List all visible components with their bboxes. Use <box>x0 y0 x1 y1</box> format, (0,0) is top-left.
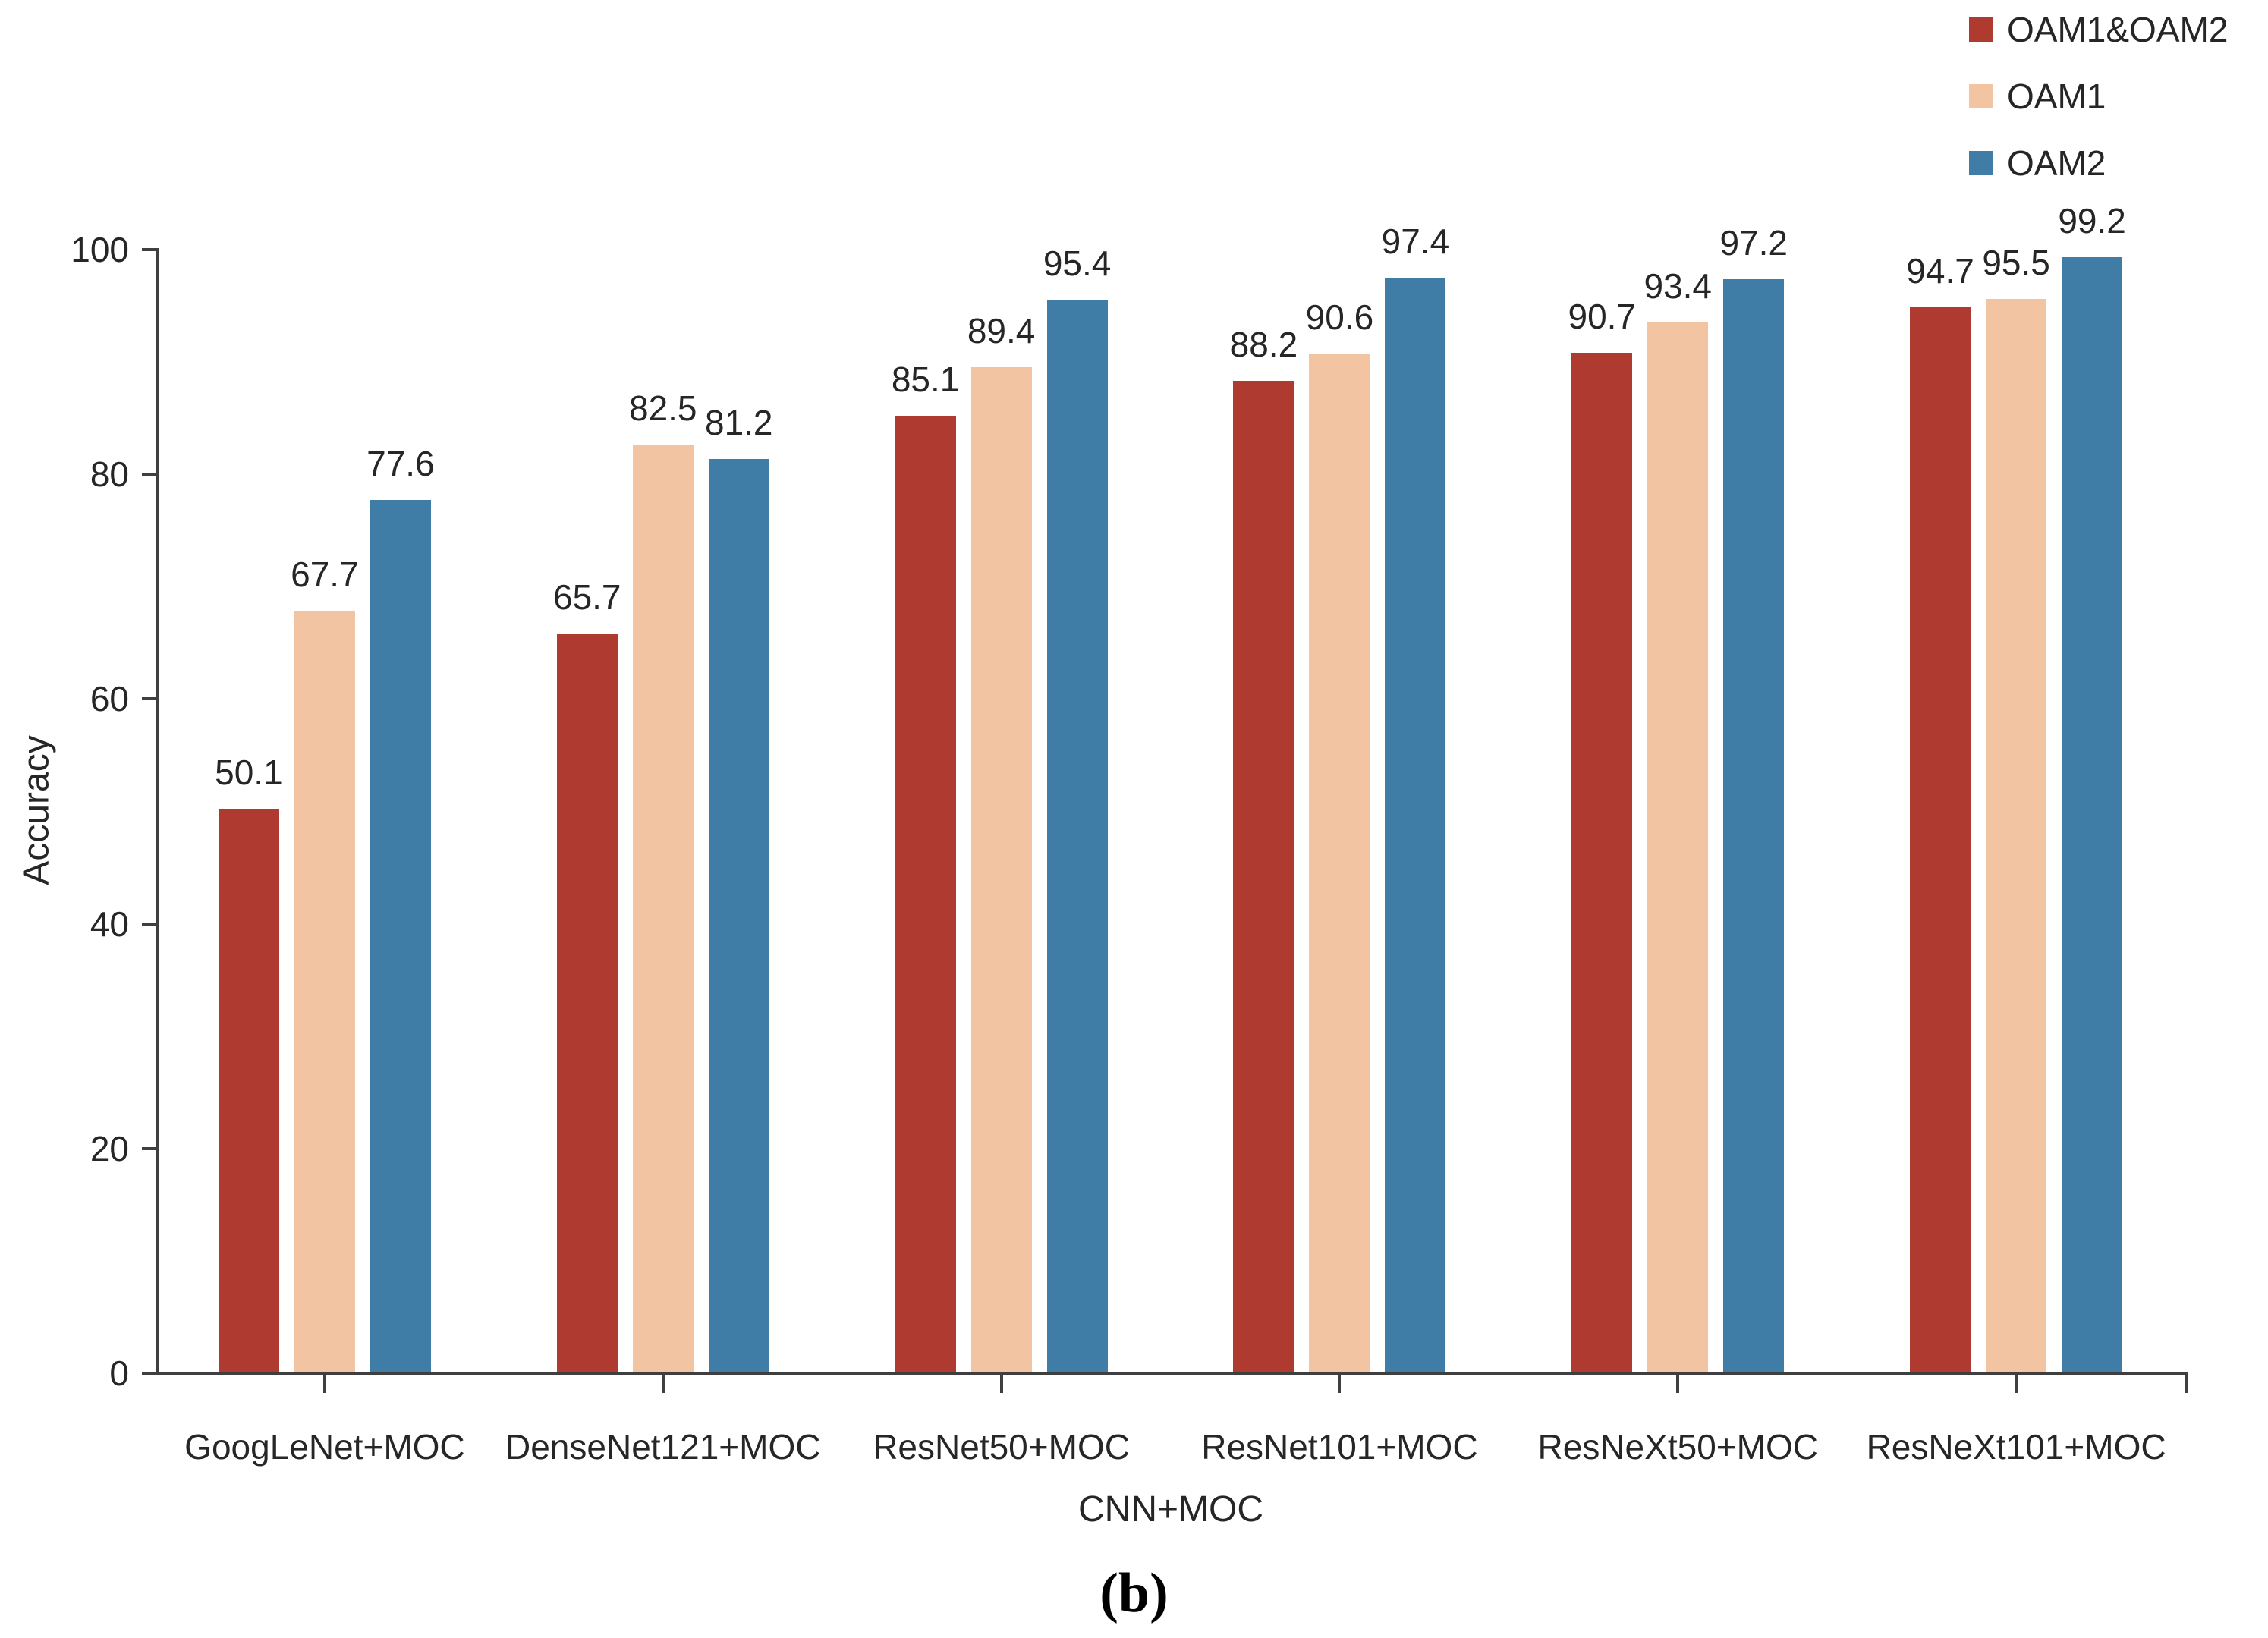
legend-item: OAM1&OAM2 <box>1969 11 2228 49</box>
y-tick-label: 20 <box>90 1128 129 1168</box>
category-label: ResNeXt101+MOC <box>1866 1427 2166 1467</box>
bar <box>370 499 431 1372</box>
legend-swatch-icon <box>1969 84 1993 108</box>
bar-value-label: 97.4 <box>1381 221 1450 261</box>
y-axis-title: Accuracy <box>16 735 57 885</box>
bar-value-label: 90.7 <box>1568 296 1637 336</box>
y-axis-line <box>156 248 159 1375</box>
bar <box>1046 300 1108 1372</box>
x-tick <box>999 1375 1003 1393</box>
bar-value-label: 95.4 <box>1043 244 1112 284</box>
category-label: ResNet101+MOC <box>1201 1427 1478 1467</box>
bar <box>1647 322 1709 1372</box>
bar-value-label: 93.4 <box>1644 266 1713 306</box>
x-tick <box>661 1375 665 1393</box>
x-axis-title: CNN+MOC <box>1077 1489 1263 1530</box>
bar <box>556 633 618 1372</box>
category-label: ResNet50+MOC <box>873 1427 1130 1467</box>
bar-value-label: 89.4 <box>967 310 1036 351</box>
y-tick <box>142 1146 156 1150</box>
bar <box>632 445 694 1372</box>
bar-value-label: 97.2 <box>1719 223 1788 263</box>
x-tick <box>1338 1375 1342 1393</box>
category-label: DenseNet121+MOC <box>505 1427 821 1467</box>
bar <box>1233 380 1294 1372</box>
bar <box>1910 307 1971 1372</box>
bar-value-label: 95.5 <box>1982 242 2050 282</box>
bar <box>218 809 279 1372</box>
x-tick <box>2185 1375 2188 1393</box>
legend-swatch-icon <box>1969 151 1993 175</box>
y-tick <box>142 697 156 701</box>
bar-value-label: 77.6 <box>366 443 435 483</box>
bar <box>1986 298 2047 1372</box>
category-label: ResNeXt50+MOC <box>1537 1427 1818 1467</box>
bar <box>1723 279 1785 1372</box>
legend-label: OAM2 <box>2007 143 2106 183</box>
bar <box>970 366 1032 1372</box>
y-tick-label: 100 <box>71 230 129 269</box>
x-tick <box>1676 1375 1680 1393</box>
y-tick <box>142 1372 156 1375</box>
legend-swatch-icon <box>1969 17 1993 42</box>
y-tick <box>142 248 156 251</box>
bar <box>2062 256 2123 1372</box>
category-label: GoogLeNet+MOC <box>184 1427 465 1467</box>
bar-value-label: 99.2 <box>2058 200 2126 241</box>
legend-label: OAM1 <box>2007 77 2106 116</box>
x-tick <box>2015 1375 2018 1393</box>
bar <box>1571 352 1633 1372</box>
legend-label: OAM1&OAM2 <box>2007 10 2229 49</box>
bar-value-label: 50.1 <box>215 753 283 793</box>
bar <box>1385 277 1446 1372</box>
bar-value-label: 90.6 <box>1305 297 1374 338</box>
bar-value-label: 85.1 <box>891 359 960 399</box>
x-tick <box>322 1375 326 1393</box>
bar-value-label: 81.2 <box>704 403 773 443</box>
bar <box>294 611 355 1372</box>
bar <box>1309 354 1370 1372</box>
legend-item: OAM2 <box>1969 144 2228 182</box>
legend: OAM1&OAM2 OAM1 OAM2 <box>1969 11 2228 211</box>
y-tick <box>142 922 156 926</box>
bar-value-label: 67.7 <box>291 555 359 595</box>
bar-value-label: 82.5 <box>628 388 697 429</box>
x-axis-line <box>143 1372 2188 1375</box>
figure-caption: (b) <box>1099 1562 1169 1624</box>
bar-value-label: 65.7 <box>552 577 621 617</box>
y-tick-label: 40 <box>90 904 129 944</box>
y-tick-label: 0 <box>109 1353 129 1393</box>
y-tick <box>142 473 156 476</box>
bar-value-label: 94.7 <box>1906 251 1974 291</box>
bar-value-label: 88.2 <box>1229 324 1298 364</box>
legend-item: OAM1 <box>1969 77 2228 115</box>
y-tick-label: 60 <box>90 679 129 719</box>
bar <box>895 415 956 1372</box>
y-tick-label: 80 <box>90 454 129 495</box>
bar <box>708 459 769 1372</box>
